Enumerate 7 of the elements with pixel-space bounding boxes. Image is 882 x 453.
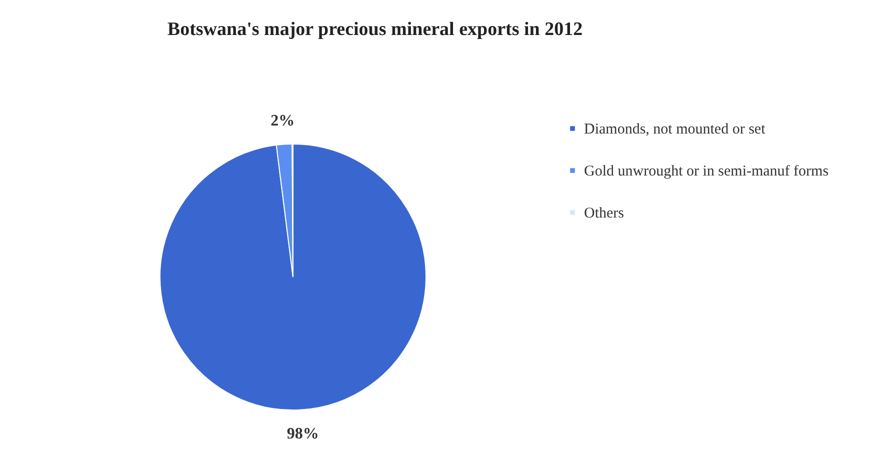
legend-label: Gold unwrought or in semi-manuf forms (584, 164, 829, 180)
chart-title: Botswana's major precious mineral exports in 2012 (167, 19, 583, 40)
pie-slice (160, 144, 426, 410)
data-label: 98% (286, 426, 319, 443)
legend-label: Diamonds, not mounted or set (584, 122, 766, 138)
legend-label: Others (584, 206, 624, 222)
data-label: 2% (270, 112, 295, 130)
